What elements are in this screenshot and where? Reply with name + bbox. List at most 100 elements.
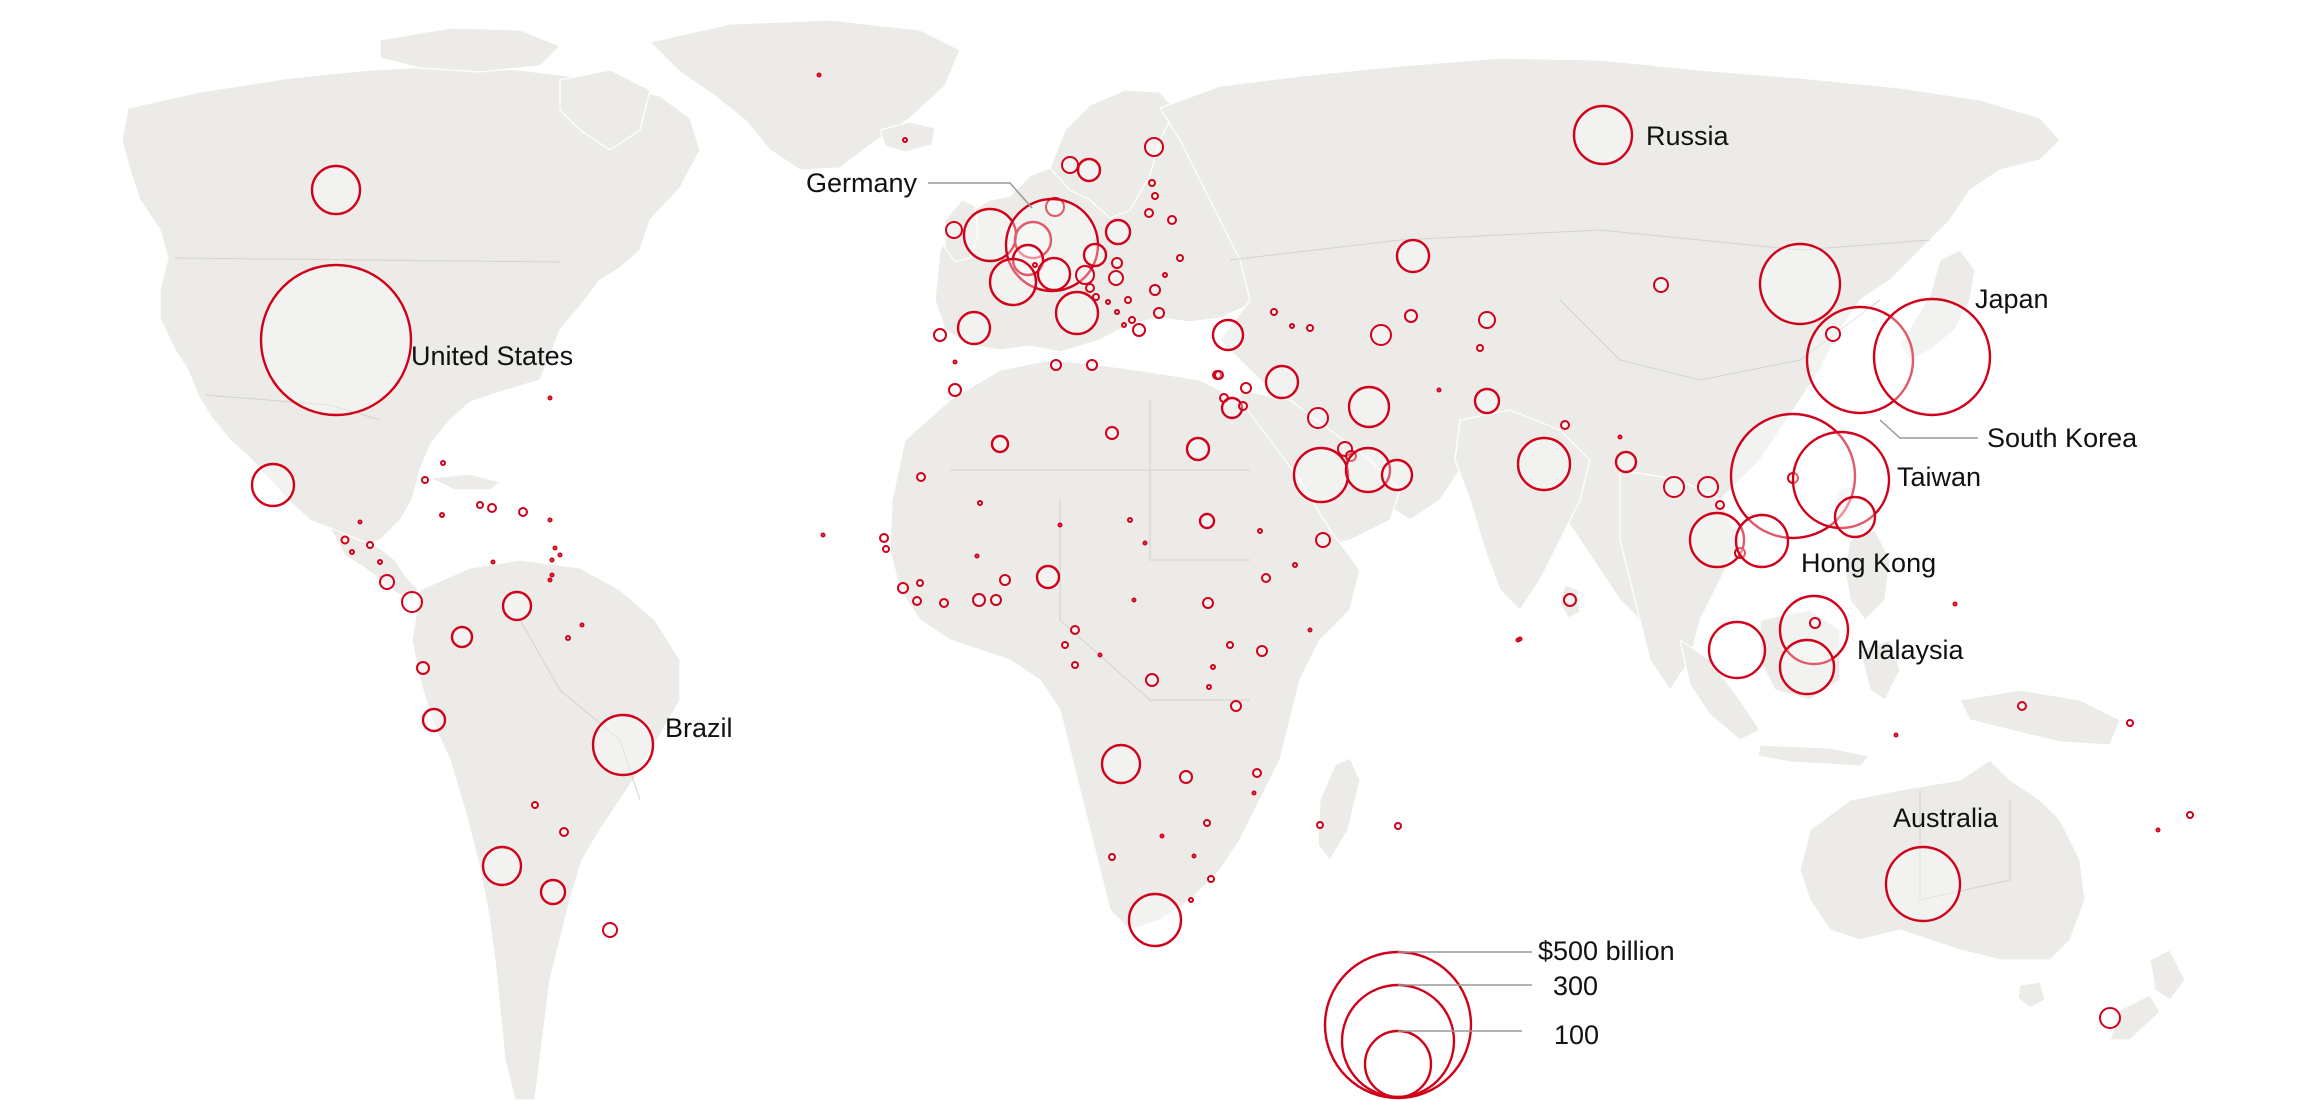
bubble-haiti[interactable] <box>476 501 484 509</box>
bubble-moldova[interactable] <box>1162 272 1168 278</box>
bubble-portugal[interactable] <box>933 328 947 342</box>
bubble-chile[interactable] <box>481 845 523 887</box>
bubble-iran[interactable] <box>1347 385 1391 429</box>
bubble-czech[interactable] <box>1082 242 1108 268</box>
bubble-turkey[interactable] <box>1211 318 1245 352</box>
bubble-oman[interactable] <box>1380 458 1414 492</box>
bubble-japan[interactable] <box>1872 297 1992 417</box>
bubble-ecuador[interactable] <box>416 661 430 675</box>
bubble-taiwan[interactable] <box>1791 430 1891 530</box>
bubble-egypt[interactable] <box>1185 436 1211 462</box>
bubble-ghana[interactable] <box>990 594 1002 606</box>
bubble-lesser-antilles-3[interactable] <box>557 552 563 558</box>
bubble-azerbaijan[interactable] <box>1306 324 1314 332</box>
bubble-gambia[interactable] <box>882 545 890 553</box>
bubble-kyrgyzstan[interactable] <box>1478 311 1496 329</box>
bubble-tunisia[interactable] <box>1050 359 1062 371</box>
bubble-guinea-bissau[interactable] <box>897 582 909 594</box>
bubble-slovenia[interactable] <box>1085 283 1095 293</box>
bubble-kuwait[interactable] <box>1307 407 1329 429</box>
bubble-mexico[interactable] <box>250 462 296 508</box>
bubble-uzbekistan[interactable] <box>1404 309 1418 323</box>
bubble-guatemala[interactable] <box>340 535 350 545</box>
bubble-sudan[interactable] <box>1198 512 1216 530</box>
bubble-singapore[interactable] <box>1778 594 1850 666</box>
bubble-seychelles[interactable] <box>1517 636 1523 642</box>
bubble-trinidad[interactable] <box>547 577 553 583</box>
bubble-east-timor[interactable] <box>1893 732 1899 738</box>
bubble-brunei[interactable] <box>1809 617 1821 629</box>
bubble-serbia[interactable] <box>1124 296 1132 304</box>
bubble-greenland[interactable] <box>816 72 822 78</box>
bubble-cameroon[interactable] <box>1070 625 1080 635</box>
bubble-bangladesh[interactable] <box>1614 450 1638 474</box>
bubble-russia[interactable] <box>1572 104 1634 166</box>
bubble-greece[interactable] <box>1132 323 1146 337</box>
bubble-equatorial-guinea[interactable] <box>1061 641 1069 649</box>
bubble-dr-congo[interactable] <box>1145 673 1159 687</box>
bubble-lesser-antilles-4[interactable] <box>549 557 555 563</box>
bubble-solomon[interactable] <box>2126 719 2134 727</box>
bubble-norway[interactable] <box>1061 156 1079 174</box>
bubble-senegal[interactable] <box>879 533 889 543</box>
bubble-botswana[interactable] <box>1191 853 1197 859</box>
bubble-india[interactable] <box>1516 436 1572 492</box>
bubble-canada[interactable] <box>310 164 362 216</box>
bubble-congo[interactable] <box>1097 652 1103 658</box>
bubble-guinea[interactable] <box>916 579 924 587</box>
bubble-lebanon[interactable] <box>1214 370 1224 380</box>
bubble-ireland[interactable] <box>945 221 963 239</box>
bubble-guyana[interactable] <box>565 635 571 641</box>
bubble-iceland[interactable] <box>902 137 908 143</box>
bubble-iraq[interactable] <box>1264 364 1300 400</box>
bubble-thailand[interactable] <box>1688 511 1746 569</box>
bubble-peru[interactable] <box>421 707 447 733</box>
bubble-vanuatu[interactable] <box>2155 827 2161 833</box>
bubble-cuba[interactable] <box>421 476 429 484</box>
bubble-palau[interactable] <box>1952 601 1958 607</box>
bubble-yemen[interactable] <box>1315 532 1331 548</box>
bubble-pakistan[interactable] <box>1473 387 1501 415</box>
bubble-china[interactable] <box>1758 242 1842 326</box>
bubble-turkmenistan[interactable] <box>1370 324 1392 346</box>
bubble-new-zealand[interactable] <box>2099 1007 2121 1029</box>
bubble-lesser-antilles-1[interactable] <box>547 517 553 523</box>
bubble-liberia[interactable] <box>939 598 949 608</box>
bubble-mongolia[interactable] <box>1653 277 1669 293</box>
bubble-syria[interactable] <box>1240 382 1252 394</box>
bubble-south-africa[interactable] <box>1127 892 1183 948</box>
bubble-morocco[interactable] <box>948 383 962 397</box>
bubble-austria[interactable] <box>1075 265 1095 285</box>
bubble-mauritius[interactable] <box>1394 822 1402 830</box>
bubble-paraguay[interactable] <box>559 827 569 837</box>
bubble-nicaragua[interactable] <box>377 559 383 565</box>
bubble-kazakhstan[interactable] <box>1395 238 1431 274</box>
bubble-kenya[interactable] <box>1256 645 1268 657</box>
bubble-somalia[interactable] <box>1307 627 1313 633</box>
bubble-swaziland[interactable] <box>1188 897 1194 903</box>
bubble-angola[interactable] <box>1100 743 1142 785</box>
bubble-philippines[interactable] <box>1833 495 1877 539</box>
bubble-gibraltar[interactable] <box>952 359 958 365</box>
bubble-ivory-coast[interactable] <box>972 593 986 607</box>
bubble-armenia[interactable] <box>1289 323 1295 329</box>
bubble-venezuela[interactable] <box>501 590 533 622</box>
bubble-bhutan[interactable] <box>1617 434 1623 440</box>
bubble-ukraine[interactable] <box>1176 254 1184 262</box>
bubble-nepal[interactable] <box>1560 420 1570 430</box>
bubble-aruba[interactable] <box>490 559 496 565</box>
bubble-croatia[interactable] <box>1092 293 1100 301</box>
bubble-italy[interactable] <box>1054 290 1100 336</box>
bubble-costa-rica[interactable] <box>379 574 395 590</box>
bubble-togo[interactable] <box>999 574 1011 586</box>
bubble-suriname[interactable] <box>579 622 585 628</box>
bubble-dominican-rep[interactable] <box>487 503 497 513</box>
bubble-uruguay[interactable] <box>602 922 618 938</box>
bubble-switzerland[interactable] <box>1036 256 1072 292</box>
bubble-lesser-antilles-2[interactable] <box>552 545 558 551</box>
bubble-finland[interactable] <box>1144 137 1164 157</box>
bubble-belize[interactable] <box>357 519 363 525</box>
bubble-mozambique[interactable] <box>1251 790 1257 796</box>
bubble-georgia[interactable] <box>1270 308 1278 316</box>
bubble-malaysia-peninsula[interactable] <box>1707 620 1767 680</box>
